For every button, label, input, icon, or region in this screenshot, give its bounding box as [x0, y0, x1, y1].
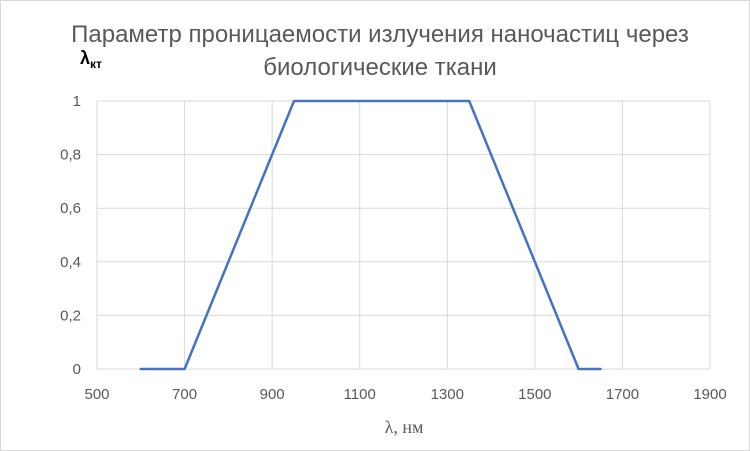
x-tick-label: 1300 [431, 386, 464, 403]
x-tick-labels: 500 700 900 1100 1300 1500 1700 1900 [84, 386, 726, 403]
y-tick-label: 0,6 [60, 200, 81, 217]
x-tick-label: 1900 [693, 386, 726, 403]
x-tick-label: 900 [260, 386, 285, 403]
y-axis-label: λкт [80, 48, 102, 71]
x-axis-label: λ, нм [385, 417, 424, 437]
gridlines [96, 100, 711, 370]
x-tick-label: 700 [172, 386, 197, 403]
x-tick-label: 500 [84, 386, 109, 403]
y-tick-label: 1 [73, 93, 81, 110]
x-tick-label: 1100 [344, 386, 376, 403]
series-layer [139, 99, 602, 371]
y-tick-labels: 0 0,2 0,4 0,6 0,8 1 [60, 93, 81, 378]
y-tick-label: 0,4 [60, 254, 81, 271]
y-axis-label-symbol: λ [80, 48, 91, 68]
x-tick-label: 1700 [606, 386, 639, 403]
x-tick-label: 1500 [518, 386, 551, 403]
chart-title: Параметр проницаемости излучения наночас… [71, 21, 689, 81]
series-line [139, 99, 602, 371]
y-tick-label: 0,2 [60, 307, 81, 324]
y-tick-label: 0,8 [60, 147, 81, 164]
y-tick-label: 0 [73, 361, 81, 378]
y-axis-label-subscript: кт [90, 57, 102, 71]
